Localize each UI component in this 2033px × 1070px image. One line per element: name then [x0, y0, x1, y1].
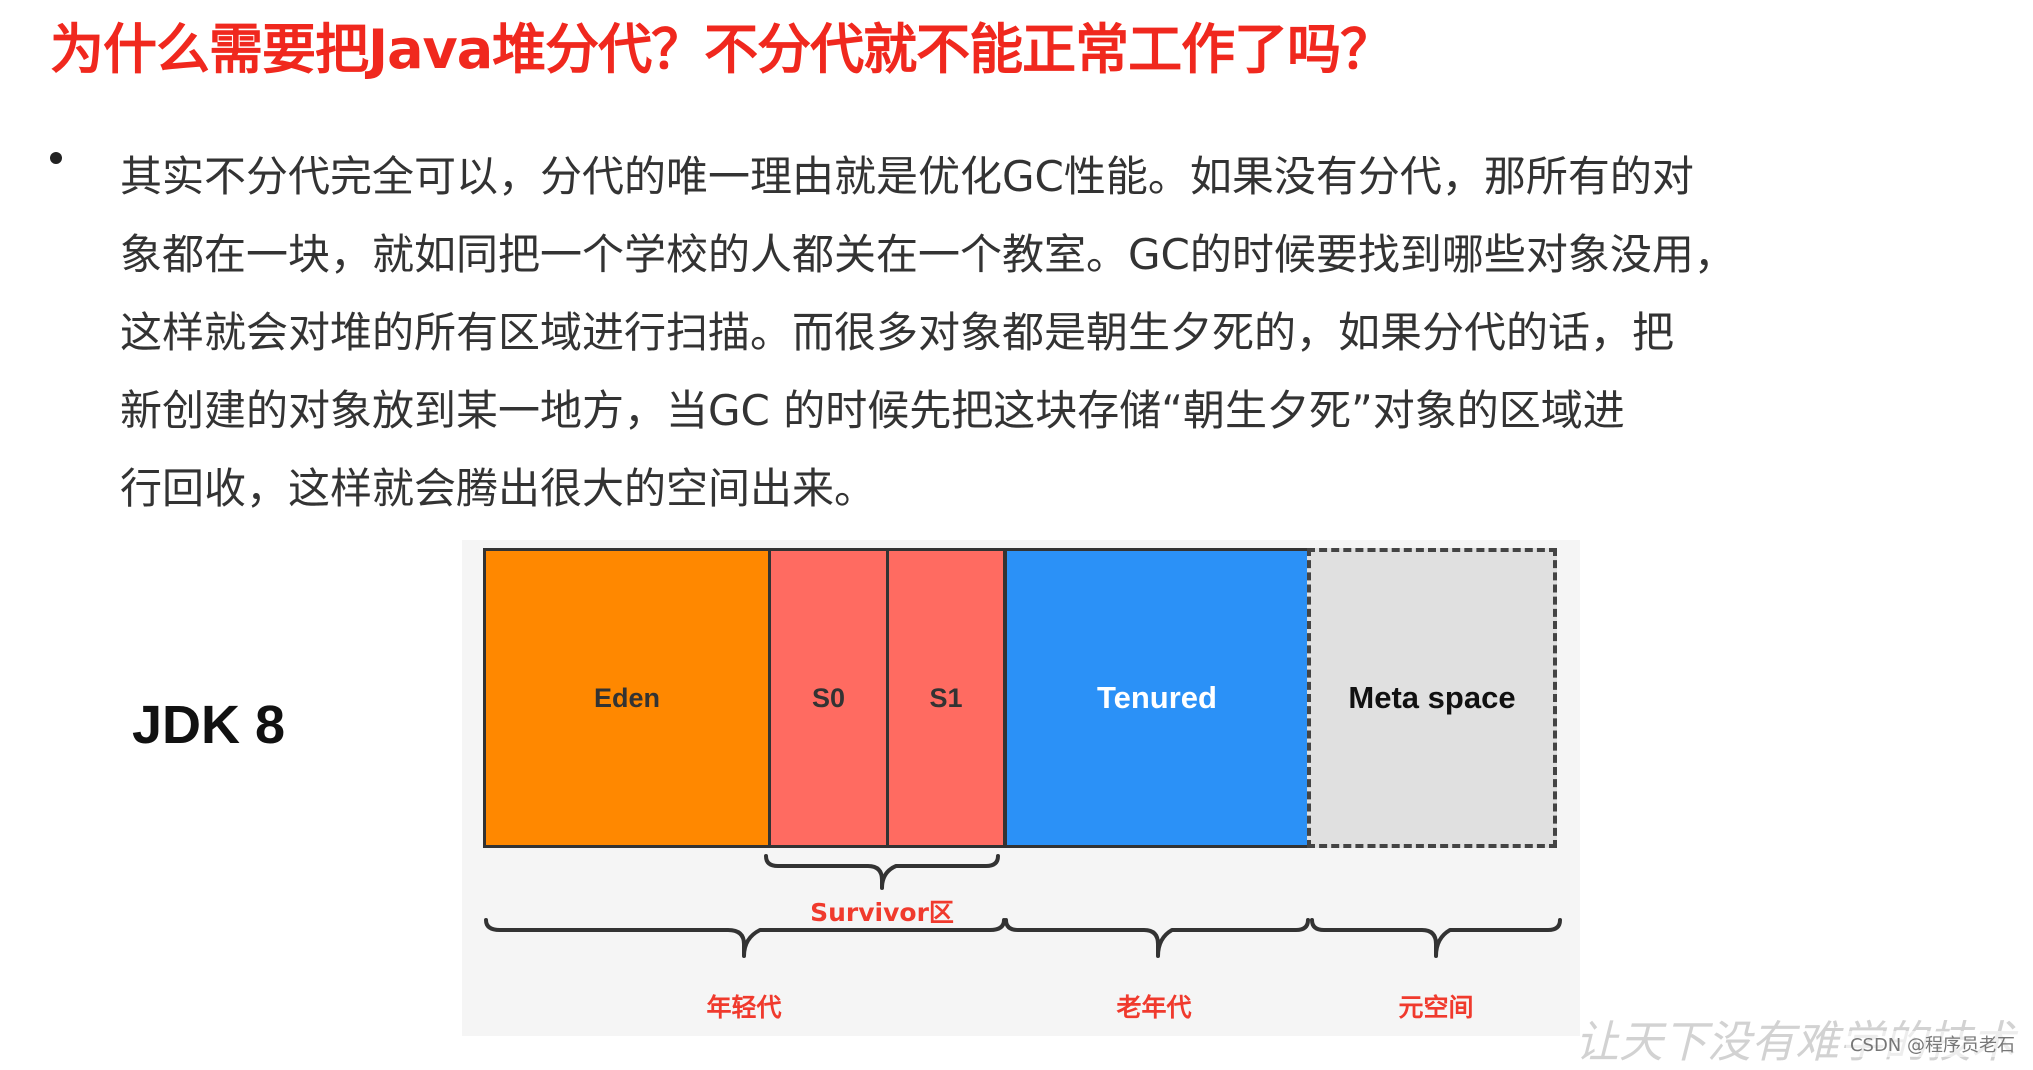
meta-space-segment: Meta space: [1307, 548, 1557, 848]
credit-text: CSDN @程序员老石: [1845, 1031, 2019, 1057]
body-line: 新创建的对象放到某一地方，当GC 的时候先把这块存储“朝生夕死”对象的区域进: [120, 386, 1625, 435]
body-line: 其实不分代完全可以，分代的唯一理由就是优化GC性能。如果没有分代，那所有的对: [120, 152, 1694, 201]
eden-segment: Eden: [483, 548, 771, 848]
meta-space-label: Meta space: [1348, 680, 1516, 715]
metaspace-label: 元空间: [1398, 993, 1474, 1022]
survivor-s0-segment: S0: [768, 548, 889, 848]
old-generation-label: 老年代: [1116, 993, 1192, 1022]
body-line: 行回收，这样就会腾出很大的空间出来。: [120, 464, 877, 513]
s1-label: S1: [929, 682, 963, 713]
survivor-label: Survivor区: [810, 898, 954, 927]
body-line: 这样就会对堆的所有区域进行扫描。而很多对象都是朝生夕死的，如果分代的话，把: [120, 308, 1675, 357]
body-line: 象都在一块，就如同把一个学校的人都关在一个教室。GC的时候要找到哪些对象没用，: [120, 230, 1736, 279]
tenured-segment: Tenured: [1004, 548, 1310, 848]
s0-label: S0: [811, 682, 846, 713]
young-generation-label: 年轻代: [706, 993, 782, 1022]
body-paragraph: 其实不分代完全可以，分代的唯一理由就是优化GC性能。如果没有分代，那所有的对 象…: [120, 138, 1960, 528]
jdk-version-label: JDK 8: [132, 695, 286, 755]
tenured-label: Tenured: [1097, 680, 1217, 715]
slide-title: 为什么需要把Java堆分代？不分代就不能正常工作了吗？: [50, 18, 1394, 81]
survivor-s1-segment: S1: [886, 548, 1006, 848]
eden-label: Eden: [593, 682, 660, 713]
bullet-point: [50, 152, 62, 164]
